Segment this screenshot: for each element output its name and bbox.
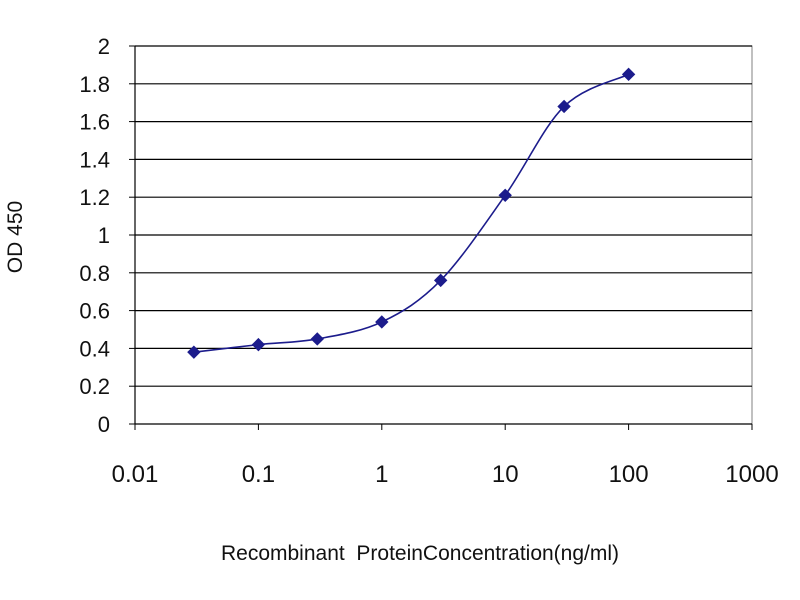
data-point bbox=[433, 273, 448, 288]
y-tick-label: 1.6 bbox=[79, 110, 110, 135]
y-tick-label: 0.4 bbox=[79, 336, 110, 361]
data-point bbox=[621, 67, 636, 82]
data-point bbox=[557, 99, 571, 114]
series-layer bbox=[187, 67, 636, 359]
data-point bbox=[375, 315, 389, 329]
y-axis-title: OD 450 bbox=[4, 201, 27, 273]
x-tick-label: 100 bbox=[609, 461, 649, 488]
data-point bbox=[251, 337, 266, 352]
x-axis-title: Recombinant ProteinConcentration(ng/ml) bbox=[221, 542, 619, 565]
x-tick-label: 1 bbox=[375, 461, 388, 488]
y-tick-label: 0.2 bbox=[79, 374, 110, 399]
y-tick-label: 1.4 bbox=[79, 147, 110, 172]
x-axis-ticks: 0.01 0.1 1 10 100 1000 bbox=[112, 424, 779, 488]
x-tick-label: 10 bbox=[492, 461, 519, 488]
data-point bbox=[187, 345, 201, 359]
y-tick-label: 1.8 bbox=[79, 72, 110, 97]
y-tick-label: 0.6 bbox=[79, 299, 110, 324]
data-point bbox=[498, 188, 512, 203]
y-tick-label: 2 bbox=[98, 34, 110, 59]
x-tick-label: 0.01 bbox=[112, 461, 159, 488]
data-point bbox=[310, 332, 324, 346]
y-tick-label: 0.8 bbox=[79, 261, 110, 286]
y-tick-label: 1.2 bbox=[79, 185, 110, 210]
series-line bbox=[193, 73, 629, 353]
y-axis-ticks: 0 0.2 0.4 0.6 0.8 1 1.2 1.4 1.6 1.8 2 bbox=[79, 34, 135, 437]
x-tick-label: 0.1 bbox=[242, 461, 275, 488]
y-tick-label: 1 bbox=[98, 223, 110, 248]
plot-area bbox=[134, 45, 753, 425]
y-tick-label: 0 bbox=[98, 412, 110, 437]
x-tick-label: 1000 bbox=[725, 461, 778, 488]
